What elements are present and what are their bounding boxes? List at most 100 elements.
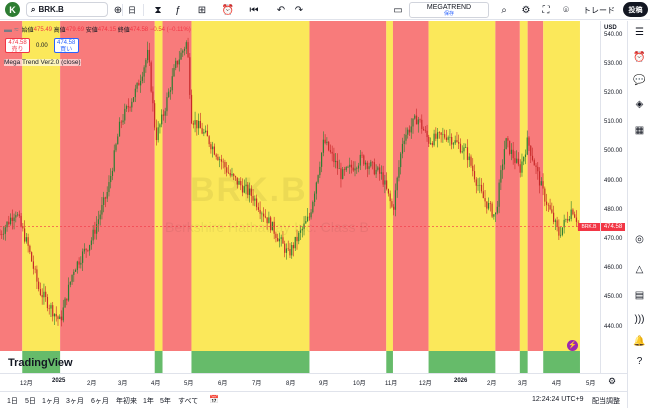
timeframe-button[interactable]: 日 (128, 5, 136, 15)
fullscreen-icon[interactable]: ⛶ (542, 4, 550, 16)
time-axis[interactable]: 12月 2025 2月 3月 4月 5月 6月 7月 8月 9月 10月 11月 12月 2026 2月 3月… (0, 373, 627, 387)
candle-body (540, 181, 542, 186)
candle-body (266, 217, 268, 224)
tradingview-logo[interactable]: TradingView (8, 357, 73, 369)
undo-icon[interactable]: ↶ (276, 4, 286, 16)
candle-type-icon[interactable]: ⧗ (154, 4, 162, 16)
candle-body (18, 214, 20, 216)
layout-icon[interactable]: ▭ (393, 4, 403, 16)
help-icon[interactable]: ? (636, 356, 643, 367)
candle-body (48, 308, 50, 309)
alarm-clock-icon[interactable]: ⏰ (633, 52, 646, 63)
range-button[interactable]: 1年 (143, 398, 154, 405)
candle-body (558, 226, 560, 236)
calendar-icon[interactable]: ▦ (634, 125, 645, 136)
range-button[interactable]: 1ヶ月 (42, 398, 60, 405)
price-tick-label: 440.00 (604, 323, 623, 330)
candle-body (50, 305, 52, 309)
candle-body (535, 165, 537, 167)
candle-body (210, 144, 212, 150)
candlesticks (0, 37, 579, 327)
candle-body (537, 166, 539, 172)
candle-body (13, 217, 15, 221)
candle-body (321, 152, 323, 167)
price-axis[interactable]: USD 540.00 530.00 520.00 510.00 500.00 490.00… (600, 21, 627, 373)
range-button[interactable]: 6ヶ月 (91, 398, 109, 405)
dividend-adjust-button[interactable]: 配当調整 (592, 398, 620, 405)
range-button[interactable]: 年初来 (116, 398, 137, 405)
price-tick-label: 500.00 (604, 148, 623, 155)
buy-label: 買い (60, 47, 73, 53)
symbol-search-box[interactable]: ⌕ BRK.B (26, 2, 108, 17)
add-symbol-icon[interactable]: ⊕ (113, 4, 123, 16)
candle-body (53, 313, 56, 317)
range-button[interactable]: 5年 (160, 398, 171, 405)
chart-pane[interactable]: BRK.B Berkshire Hathaway Inc. Class B ▬ … (0, 21, 600, 373)
sell-button[interactable]: 474.58 売り (5, 38, 30, 53)
watchlist-icon[interactable]: ☰ (635, 27, 644, 38)
price-chart[interactable] (0, 21, 600, 373)
chart-settings-icon[interactable]: ⚙ (608, 376, 617, 386)
candle-body (433, 133, 435, 146)
settings-gear-icon[interactable]: ⚙ (521, 4, 531, 16)
candle-body (514, 158, 516, 163)
currency-label[interactable]: USD (604, 25, 617, 31)
high-value: 479.69 (65, 26, 85, 33)
candle-body (236, 177, 238, 185)
range-button[interactable]: 3ヶ月 (66, 398, 84, 405)
chat-icon[interactable]: 💬 (633, 75, 646, 86)
redo-icon[interactable]: ↷ (294, 4, 304, 16)
target-icon[interactable]: ◎ (635, 234, 644, 245)
candle-body (328, 141, 330, 151)
candle-body (503, 149, 505, 165)
price-tick-label: 530.00 (604, 60, 623, 67)
publish-button[interactable]: 投稿 (623, 2, 648, 17)
layout-name-button[interactable]: MEGATREND 保存 (409, 2, 489, 18)
candle-body (331, 151, 333, 154)
candle-body (118, 121, 121, 137)
sell-price: 474.58 (8, 40, 27, 46)
candle-body (560, 234, 562, 236)
indicator-label[interactable]: Mega Trend Ver2.0 (close) (4, 59, 81, 66)
notification-bell-icon[interactable]: 🔔 (633, 336, 646, 347)
candle-body (306, 216, 309, 222)
layers-icon[interactable]: ◈ (635, 99, 644, 110)
buy-button[interactable]: 474.58 買い (53, 38, 79, 53)
range-button[interactable]: 5日 (25, 398, 36, 405)
alert-icon[interactable]: ⏰ (221, 4, 235, 16)
range-button[interactable]: 1日 (7, 398, 18, 405)
candle-body (29, 245, 31, 253)
clock-text[interactable]: 12:24:24 UTC+9 (532, 396, 584, 403)
candle-body (108, 182, 110, 193)
search-icon[interactable]: ⌕ (501, 4, 507, 16)
candle-body (428, 137, 430, 144)
collapse-icon[interactable]: ▬ ≈ (4, 25, 19, 34)
layout-grid-icon[interactable]: ⊞ (197, 4, 207, 16)
indicators-icon[interactable]: ƒ (175, 4, 181, 16)
lightning-icon[interactable]: ⚡ (567, 340, 578, 351)
candle-body (333, 153, 335, 163)
replay-icon[interactable]: ⏮ (249, 4, 259, 16)
date-range-icon[interactable]: 📅 (209, 395, 219, 404)
trend-zone-bear (60, 21, 155, 351)
trade-button[interactable]: トレード (583, 6, 615, 15)
candle-body (493, 214, 495, 217)
range-button[interactable]: すべて (178, 398, 199, 405)
candle-body (407, 129, 409, 135)
candle-body (183, 48, 186, 51)
broadcast-icon[interactable]: ))) (634, 314, 645, 325)
candle-body (452, 143, 455, 145)
time-label: 4月 (151, 381, 161, 387)
triangle-icon[interactable]: △ (635, 264, 644, 275)
candle-body (169, 90, 172, 92)
candle-body (400, 153, 402, 168)
user-avatar[interactable]: K (5, 2, 20, 17)
candle-body (145, 60, 147, 68)
camera-icon[interactable]: ⌾ (563, 4, 569, 16)
time-label: 11月 (385, 381, 398, 387)
calendar-grid-icon[interactable]: ▤ (634, 290, 645, 301)
candle-body (254, 198, 256, 201)
candle-body (277, 238, 279, 242)
candle-body (575, 217, 578, 222)
candle-body (445, 137, 447, 140)
